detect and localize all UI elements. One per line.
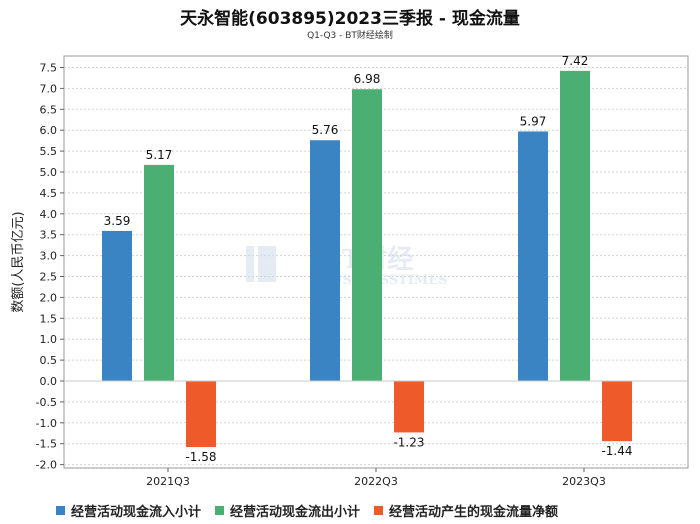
legend-swatch-inflow (56, 506, 65, 515)
y-tick-label: 6.5 (40, 103, 58, 116)
chart-subtitle: Q1-Q3 - BT财经绘制 (307, 31, 393, 41)
y-tick-label: -2.0 (36, 459, 57, 472)
watermark-logo-block (258, 246, 276, 282)
data-label: -1.44 (601, 444, 632, 458)
data-label: 5.17 (146, 148, 173, 162)
data-label: 6.98 (354, 72, 381, 86)
legend-item-inflow[interactable]: 经营活动现金流入小计 (56, 501, 201, 520)
legend-item-net[interactable]: 经营活动产生的现金流量净额 (374, 501, 558, 520)
y-tick-label: 1.0 (40, 333, 58, 346)
data-label: 5.76 (312, 123, 339, 137)
bar (144, 164, 174, 381)
x-tick-label: 2023Q3 (562, 475, 606, 488)
bar (352, 89, 382, 382)
legend-label-outflow: 经营活动现金流出小计 (230, 505, 361, 520)
bar (560, 70, 590, 382)
y-tick-label: 1.5 (40, 312, 58, 325)
chart-title: 天永智能(603895)2023三季报 - 现金流量 (180, 9, 520, 29)
data-label: 5.97 (520, 114, 547, 128)
y-tick-label: 5.0 (40, 166, 58, 179)
data-label: -1.58 (185, 450, 216, 464)
y-tick-label: 7.5 (40, 62, 58, 75)
data-label: 3.59 (104, 214, 131, 228)
bar (602, 381, 632, 442)
y-axis-label: 数额(人民币亿元) (11, 211, 26, 312)
y-tick-label: 4.0 (40, 208, 58, 221)
x-tick-label: 2022Q3 (354, 475, 398, 488)
y-tick-label: 7.0 (40, 82, 58, 95)
bar (518, 131, 548, 381)
legend-swatch-outflow (215, 506, 225, 515)
data-label: -1.23 (393, 435, 424, 449)
bar (394, 381, 424, 433)
bar (310, 140, 340, 381)
y-tick-label: 3.0 (40, 250, 58, 263)
bar (186, 381, 216, 448)
y-tick-label: 6.0 (40, 124, 58, 137)
watermark-subtext: BUSINESSTIMES (320, 273, 448, 288)
y-tick-label: -1.0 (36, 417, 57, 430)
legend-label-inflow: 经营活动现金流入小计 (71, 505, 202, 520)
y-tick-label: 3.5 (40, 229, 58, 242)
y-tick-label: 0.0 (40, 375, 58, 388)
y-tick-label: -1.5 (36, 438, 57, 451)
y-tick-label: 2.5 (40, 271, 58, 284)
watermark-logo-bar (246, 246, 254, 282)
y-tick-label: -0.5 (36, 396, 57, 409)
x-tick-label: 2021Q3 (146, 475, 190, 488)
y-tick-label: 4.5 (40, 187, 58, 200)
legend-swatch-net (374, 506, 384, 515)
y-tick-label: 2.0 (40, 291, 58, 304)
bar (102, 230, 132, 381)
y-tick-label: 0.5 (40, 354, 58, 367)
data-label: 7.42 (562, 54, 589, 68)
legend-item-outflow[interactable]: 经营活动现金流出小计 (215, 501, 360, 520)
legend-label-net: 经营活动产生的现金流量净额 (389, 505, 559, 520)
legend: 经营活动现金流入小计 经营活动现金流出小计 经营活动产生的现金流量净额 (56, 501, 696, 520)
y-tick-label: 5.5 (40, 145, 58, 158)
